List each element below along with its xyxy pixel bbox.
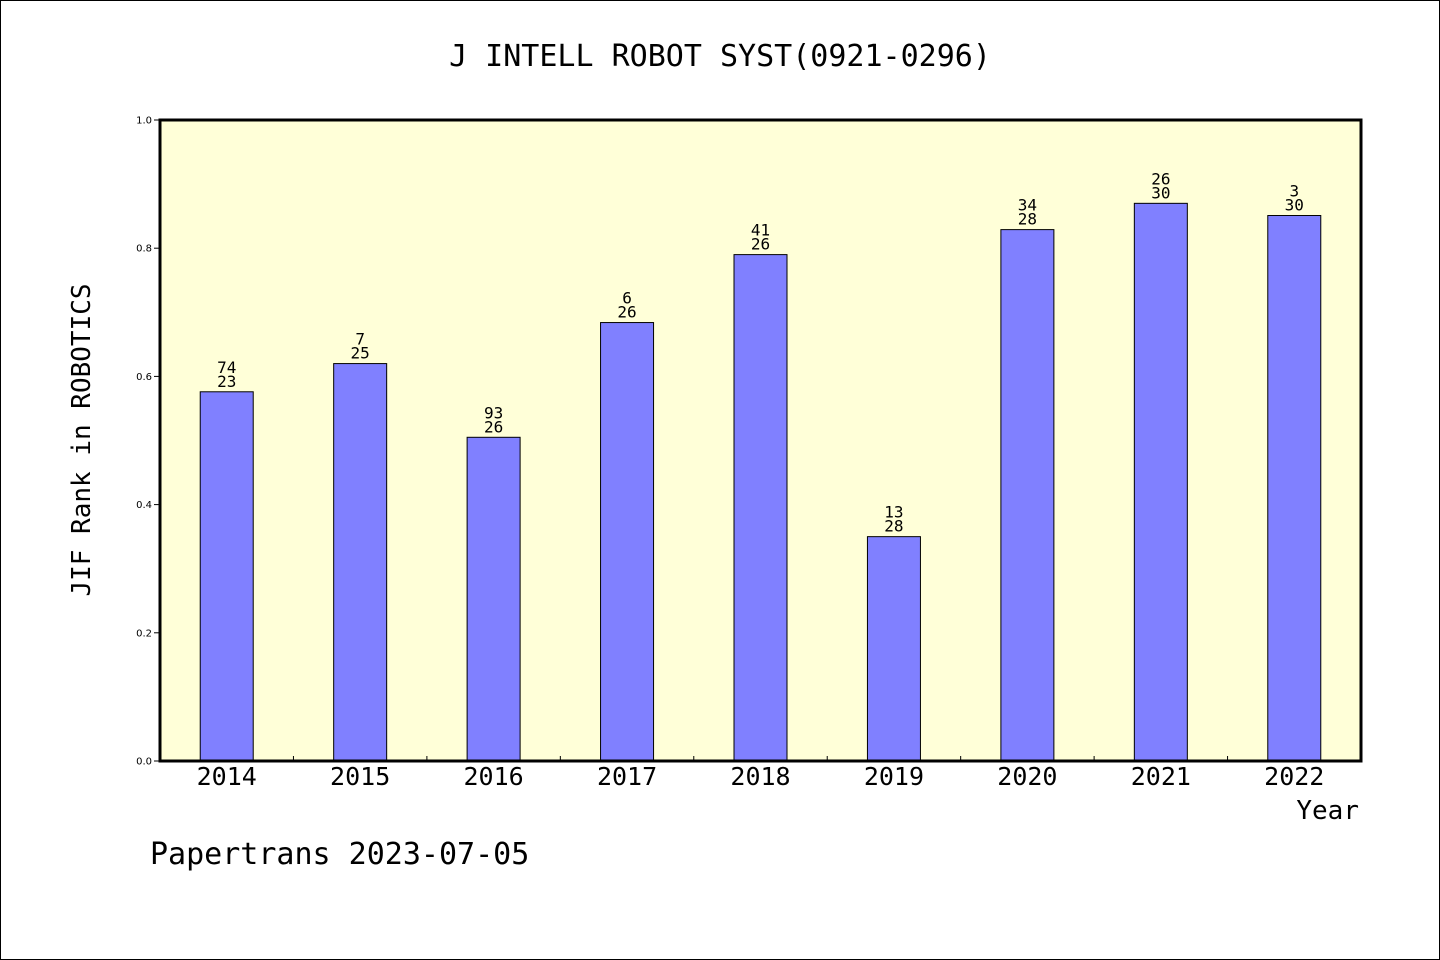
x-tick-label: 2022 <box>1264 762 1324 791</box>
bar-label-top: 34 <box>1018 196 1037 215</box>
bar-label-top: 93 <box>484 403 503 422</box>
chart-title: J INTELL ROBOT SYST(0921-0296) <box>449 39 991 74</box>
bar-label-bottom: 26 <box>617 303 636 322</box>
bar-2020 <box>1000 229 1055 762</box>
bar-2018 <box>733 254 788 762</box>
bar-2019 <box>866 536 921 762</box>
bar-label-bottom: 23 <box>217 372 236 391</box>
y-axis: 0.0 0.2 0.4 0.6 0.8 1.0 <box>136 116 160 768</box>
x-tick-label: 2019 <box>864 762 924 791</box>
bar-2021 <box>1133 202 1188 762</box>
bar-label-top: 13 <box>884 503 903 522</box>
bar-label-bottom: 28 <box>884 517 903 536</box>
y-tick-label: 0.0 <box>136 757 152 768</box>
y-tick-label: 0.4 <box>136 500 152 511</box>
bar-2014 <box>199 391 254 762</box>
bar-label-top: 26 <box>1151 169 1170 188</box>
bar-label-bottom: 30 <box>1285 196 1304 215</box>
x-tick-label: 2017 <box>597 762 657 791</box>
bar-2016 <box>466 436 521 762</box>
footer-text: Papertrans 2023-07-05 <box>150 837 529 872</box>
bar-label-top: 41 <box>751 221 770 240</box>
bar-label-top: 7 <box>355 330 365 349</box>
y-tick-label: 1.0 <box>136 116 152 127</box>
bar-label-bottom: 30 <box>1151 183 1170 202</box>
bar-label-bottom: 28 <box>1018 210 1037 229</box>
x-tick-label: 2014 <box>197 762 257 791</box>
x-tick-label: 2020 <box>997 762 1057 791</box>
bar-label-bottom: 26 <box>484 417 503 436</box>
bar-label-bottom: 25 <box>351 344 370 363</box>
x-axis: 2014 2015 2016 2017 2018 2019 2020 2021 2022 <box>197 756 1324 791</box>
bar-2017 <box>600 322 655 762</box>
y-tick-label: 0.2 <box>136 628 152 639</box>
x-tick-label: 2021 <box>1131 762 1191 791</box>
x-tick-label: 2015 <box>330 762 390 791</box>
bar-2022 <box>1267 215 1322 762</box>
y-axis-label: JIF Rank in ROBOTICS <box>67 283 97 596</box>
bar-label-top: 6 <box>622 289 632 308</box>
x-axis-label: Year <box>1296 796 1359 826</box>
x-tick-label: 2018 <box>730 762 790 791</box>
plot-border <box>158 118 1363 763</box>
bar-label-top: 3 <box>1289 182 1299 201</box>
bar-2015 <box>333 363 388 762</box>
y-tick-label: 0.8 <box>136 244 152 255</box>
y-tick-label: 0.6 <box>136 372 152 383</box>
bar-label-top: 74 <box>217 358 236 377</box>
bar-label-bottom: 26 <box>751 235 770 254</box>
x-tick-label: 2016 <box>464 762 524 791</box>
